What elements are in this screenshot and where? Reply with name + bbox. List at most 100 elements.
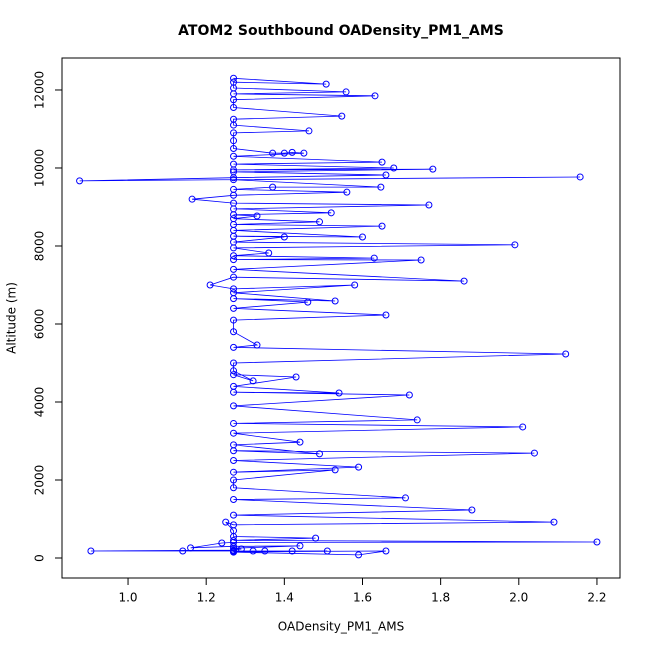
data-point	[249, 547, 257, 555]
y-tick-label: 0	[33, 554, 47, 562]
data-point	[511, 241, 519, 249]
data-point	[230, 548, 238, 556]
data-point	[390, 164, 398, 172]
data-point	[468, 506, 476, 514]
data-point	[230, 447, 238, 455]
data-point	[230, 174, 238, 182]
data-point	[519, 423, 527, 431]
data-point	[460, 277, 468, 285]
data-point	[230, 419, 238, 427]
data-point	[269, 149, 277, 157]
data-point	[342, 88, 350, 96]
data-point	[378, 222, 386, 230]
data-point	[300, 149, 308, 157]
data-point	[230, 144, 238, 152]
data-point	[417, 256, 425, 264]
data-point	[413, 416, 421, 424]
data-point	[358, 233, 366, 241]
y-axis-label: Altitude (m)	[5, 282, 19, 354]
x-tick-label: 1.4	[275, 591, 294, 605]
data-point	[355, 463, 363, 471]
data-point	[230, 96, 238, 104]
data-point	[550, 518, 558, 526]
data-point	[253, 212, 261, 220]
data-point	[230, 256, 238, 264]
data-point	[230, 343, 238, 351]
data-point	[382, 547, 390, 555]
data-point	[593, 538, 601, 546]
y-tick-label: 10000	[33, 149, 47, 187]
data-point	[230, 166, 238, 174]
data-point	[296, 542, 304, 550]
data-point	[288, 547, 296, 555]
data-point	[237, 545, 245, 553]
y-tick-label: 4000	[33, 387, 47, 418]
data-point	[230, 104, 238, 112]
data-point	[230, 211, 238, 219]
data-point	[187, 544, 195, 552]
data-point	[355, 551, 363, 559]
data-point	[370, 254, 378, 262]
data-point	[401, 494, 409, 502]
data-point	[230, 371, 238, 379]
y-tick-label: 12000	[33, 71, 47, 109]
data-point	[179, 547, 187, 555]
data-point	[305, 127, 313, 135]
data-point	[230, 367, 238, 375]
data-point	[230, 295, 238, 303]
data-point	[230, 191, 238, 199]
data-point	[562, 350, 570, 358]
data-line	[79, 77, 597, 556]
x-tick-label: 2.2	[587, 591, 606, 605]
data-point	[206, 281, 214, 289]
data-point	[530, 449, 538, 457]
data-point	[382, 171, 390, 179]
data-point	[265, 249, 273, 257]
data-point	[338, 112, 346, 120]
data-point	[230, 121, 238, 129]
data-point	[230, 495, 238, 503]
data-point	[371, 92, 379, 100]
data-point	[425, 201, 433, 209]
data-point	[382, 311, 390, 319]
y-tick-label: 6000	[33, 309, 47, 340]
y-tick-label: 8000	[33, 231, 47, 262]
data-point	[230, 244, 238, 252]
data-point	[429, 165, 437, 173]
data-point	[304, 298, 312, 306]
data-point	[351, 281, 359, 289]
data-point	[87, 547, 95, 555]
data-point	[230, 476, 238, 484]
data-point	[230, 456, 238, 464]
data-point	[230, 129, 238, 137]
data-point	[405, 391, 413, 399]
data-point	[230, 176, 238, 184]
x-tick-label: 1.0	[118, 591, 137, 605]
data-point	[230, 285, 238, 293]
data-point	[288, 148, 296, 156]
data-point	[316, 450, 324, 458]
data-point	[280, 233, 288, 241]
data-point	[280, 149, 288, 157]
data-point	[292, 373, 300, 381]
data-point	[343, 188, 351, 196]
data-point	[327, 209, 335, 217]
data-point	[230, 304, 238, 312]
data-point	[378, 158, 386, 166]
data-point	[230, 328, 238, 336]
data-point	[331, 297, 339, 305]
data-point	[261, 547, 269, 555]
data-point	[331, 466, 339, 474]
data-point	[230, 359, 238, 367]
data-point	[230, 273, 238, 281]
data-point	[230, 252, 238, 260]
data-point	[335, 389, 343, 397]
data-point	[230, 544, 238, 552]
data-point	[218, 539, 226, 547]
data-point	[222, 518, 230, 526]
data-point	[230, 402, 238, 410]
data-point	[230, 152, 238, 160]
data-point	[322, 80, 330, 88]
data-point	[230, 74, 238, 82]
